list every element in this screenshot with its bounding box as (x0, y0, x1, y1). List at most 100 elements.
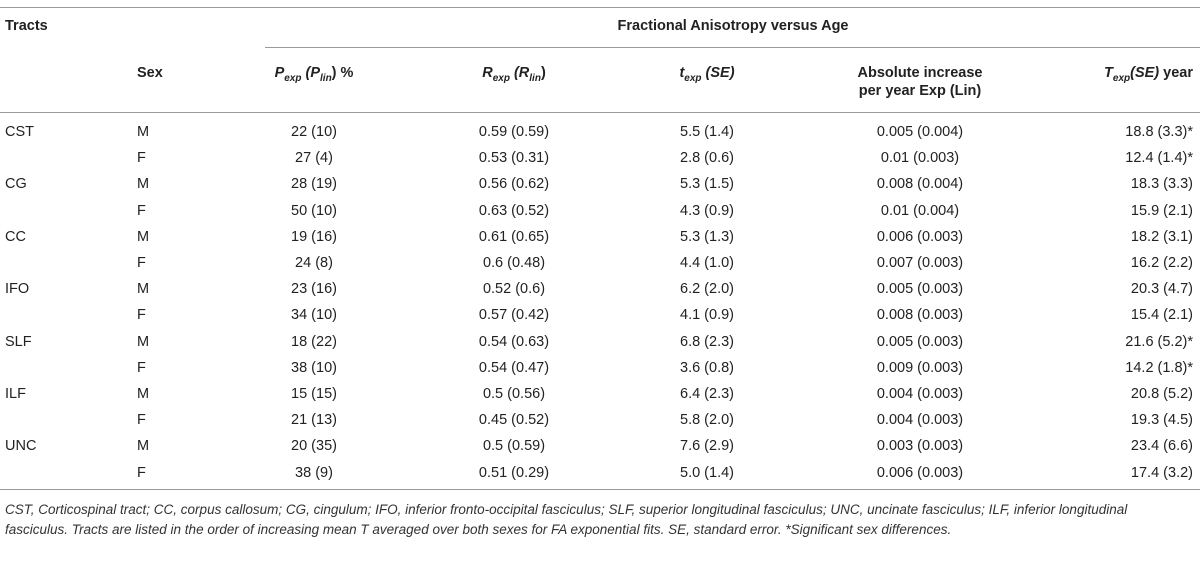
cell-t: 4.1 (0.9) (680, 307, 734, 323)
cell-p: 38 (9) (295, 465, 333, 481)
cell-r: 0.5 (0.56) (482, 386, 546, 402)
cell-abs-increase: 0.01 (0.004) (880, 203, 960, 219)
cell-abs-increase: 0.005 (0.003) (876, 334, 964, 350)
cell-p: 22 (10) (291, 124, 337, 140)
cell-t: 5.8 (2.0) (680, 412, 734, 428)
cell-r: 0.53 (0.31) (478, 150, 550, 166)
cell-p: 15 (15) (291, 386, 337, 402)
cell-abs-increase: 0.009 (0.003) (876, 360, 964, 376)
cell-abs-increase: 0.003 (0.003) (876, 438, 964, 454)
cell-abs-increase: 0.005 (0.003) (876, 281, 964, 297)
cell-T: 18.8 (3.3)* (1125, 124, 1193, 140)
cell-T: 21.6 (5.2)* (1125, 334, 1193, 350)
cell-T: 20.3 (4.7) (1130, 281, 1193, 297)
cell-t: 6.2 (2.0) (680, 281, 734, 297)
table-footnote: CST, Corticospinal tract; CC, corpus cal… (5, 502, 1128, 537)
cell-sex: M (137, 281, 150, 297)
cell-sex: M (137, 229, 150, 245)
cell-r: 0.57 (0.42) (478, 307, 550, 323)
cell-r: 0.61 (0.65) (478, 229, 550, 245)
col-abs-header-line1: Absolute increase (857, 65, 983, 81)
cell-t: 4.3 (0.9) (680, 203, 734, 219)
cell-T: 19.3 (4.5) (1130, 412, 1193, 428)
cell-p: 27 (4) (295, 150, 333, 166)
cell-abs-increase: 0.005 (0.004) (876, 124, 964, 140)
cell-p: 19 (16) (291, 229, 337, 245)
cell-T: 14.2 (1.8)* (1125, 360, 1193, 376)
cell-p: 20 (35) (291, 438, 337, 454)
cell-sex: F (137, 255, 146, 271)
col-r-header: Rexp (Rlin) (482, 65, 546, 84)
cell-T: 18.2 (3.1) (1130, 229, 1193, 245)
cell-T: 16.2 (2.2) (1130, 255, 1193, 271)
cell-abs-increase: 0.006 (0.003) (876, 229, 964, 245)
cell-r: 0.52 (0.6) (482, 281, 546, 297)
cell-p: 23 (16) (291, 281, 337, 297)
cell-t: 5.3 (1.3) (680, 229, 734, 245)
cell-sex: M (137, 176, 150, 192)
cell-tract: IFO (5, 281, 30, 297)
cell-T: 15.9 (2.1) (1130, 203, 1193, 219)
cell-r: 0.6 (0.48) (482, 255, 546, 271)
cell-sex: F (137, 412, 146, 428)
cell-r: 0.63 (0.52) (478, 203, 550, 219)
cell-r: 0.45 (0.52) (478, 412, 550, 428)
cell-p: 24 (8) (295, 255, 333, 271)
cell-abs-increase: 0.008 (0.004) (876, 176, 964, 192)
col-p-header: Pexp (Plin) % (274, 65, 354, 84)
cell-p: 38 (10) (291, 360, 337, 376)
cell-r: 0.59 (0.59) (478, 124, 550, 140)
cell-tract: CG (5, 176, 27, 192)
cell-T: 17.4 (3.2) (1130, 465, 1193, 481)
cell-sex: M (137, 438, 150, 454)
cell-r: 0.56 (0.62) (478, 176, 550, 192)
cell-p: 28 (19) (291, 176, 337, 192)
cell-abs-increase: 0.01 (0.003) (880, 150, 960, 166)
cell-t: 5.5 (1.4) (680, 124, 734, 140)
cell-abs-increase: 0.007 (0.003) (876, 255, 964, 271)
cell-sex: M (137, 334, 150, 350)
cell-sex: F (137, 307, 146, 323)
top-rule (0, 7, 1200, 8)
cell-t: 6.8 (2.3) (680, 334, 734, 350)
header-rule (0, 112, 1200, 113)
cell-t: 6.4 (2.3) (680, 386, 734, 402)
cell-tract: SLF (5, 334, 32, 350)
cell-sex: M (137, 124, 150, 140)
cell-t: 2.8 (0.6) (680, 150, 734, 166)
cell-sex: F (137, 203, 146, 219)
col-T-header: Texp(SE) year (1104, 65, 1193, 84)
cell-tract: CST (5, 124, 34, 140)
cell-r: 0.5 (0.59) (482, 438, 546, 454)
cell-sex: F (137, 465, 146, 481)
cell-r: 0.54 (0.47) (478, 360, 550, 376)
cell-p: 21 (13) (291, 412, 337, 428)
cell-T: 12.4 (1.4)* (1125, 150, 1193, 166)
cell-abs-increase: 0.008 (0.003) (876, 307, 964, 323)
cell-sex: F (137, 150, 146, 166)
cell-r: 0.51 (0.29) (478, 465, 550, 481)
cell-abs-increase: 0.006 (0.003) (876, 465, 964, 481)
col-t-header: texp (SE) (679, 65, 735, 84)
bottom-rule (0, 489, 1200, 490)
cell-t: 3.6 (0.8) (680, 360, 734, 376)
cell-tract: ILF (5, 386, 26, 402)
cell-abs-increase: 0.004 (0.003) (876, 386, 964, 402)
col-sex-header: Sex (137, 65, 163, 81)
group-title: Fractional Anisotropy versus Age (617, 18, 849, 34)
cell-r: 0.54 (0.63) (478, 334, 550, 350)
cell-sex: F (137, 360, 146, 376)
cell-tract: CC (5, 229, 26, 245)
cell-sex: M (137, 386, 150, 402)
group-rule (265, 47, 1200, 48)
cell-p: 34 (10) (291, 307, 337, 323)
cell-t: 5.3 (1.5) (680, 176, 734, 192)
cell-t: 7.6 (2.9) (680, 438, 734, 454)
cell-abs-increase: 0.004 (0.003) (876, 412, 964, 428)
cell-T: 15.4 (2.1) (1130, 307, 1193, 323)
cell-t: 5.0 (1.4) (680, 465, 734, 481)
cell-tract: UNC (5, 438, 37, 454)
col-abs-header-line2: per year Exp (Lin) (858, 83, 982, 99)
col-tracts-header: Tracts (5, 18, 48, 34)
